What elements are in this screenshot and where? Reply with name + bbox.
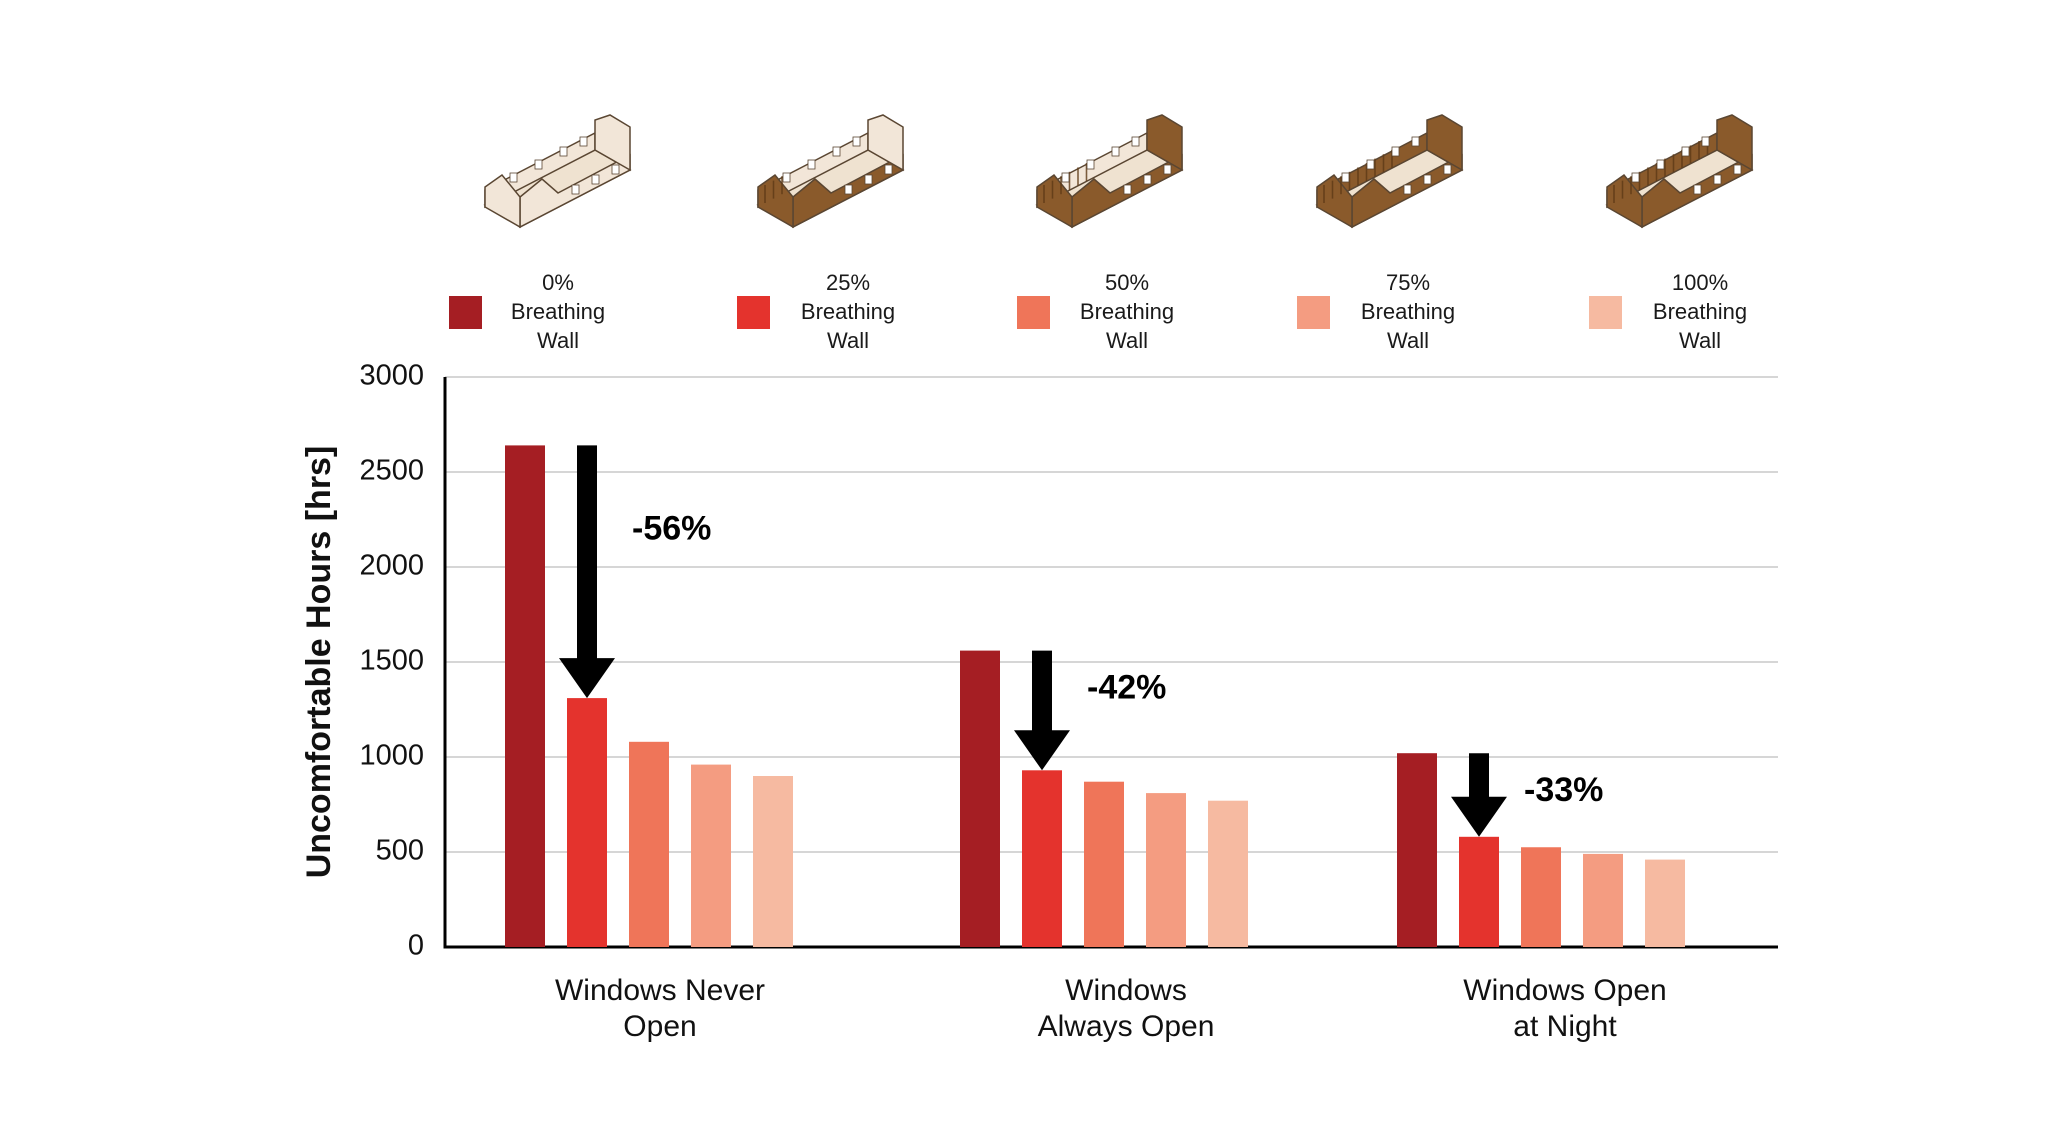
legend: 0% Breathing Wall 25% Breathing Wall 50% Breath… bbox=[449, 270, 1747, 353]
legend-label-line: Wall bbox=[827, 328, 869, 353]
reduction-label: -33% bbox=[1524, 771, 1603, 809]
bar-s0-c2 bbox=[1397, 753, 1437, 947]
house-illustrations bbox=[483, 114, 1754, 229]
legend-label-line: Wall bbox=[1679, 328, 1721, 353]
bar-s2-c0 bbox=[629, 741, 669, 947]
legend-label-line: 25% bbox=[826, 270, 870, 295]
legend-swatch bbox=[1589, 296, 1622, 329]
bars bbox=[505, 445, 1685, 947]
legend-swatch bbox=[1017, 296, 1050, 329]
reduction-arrow bbox=[1014, 650, 1070, 771]
legend-label-line: Breathing bbox=[801, 299, 895, 324]
house-axonometric-25-icon bbox=[756, 114, 905, 229]
category-label-line: Open bbox=[623, 1010, 696, 1043]
legend-label-line: Breathing bbox=[1653, 299, 1747, 324]
legend-swatch bbox=[449, 296, 482, 329]
y-tick-label: 3000 bbox=[359, 360, 424, 392]
bar-s0-c0 bbox=[505, 445, 545, 947]
reduction-annotations: -56% -42% -33% bbox=[559, 445, 1603, 837]
house-axonometric-50-icon bbox=[1035, 114, 1184, 229]
house-axonometric-75-icon bbox=[1315, 114, 1464, 229]
legend-label-line: 0% bbox=[542, 270, 574, 295]
legend-label-line: Wall bbox=[537, 328, 579, 353]
legend-label: 100% Breathing Wall bbox=[1653, 270, 1747, 353]
category-label-line: Always Open bbox=[1038, 1010, 1215, 1043]
legend-label-line: Breathing bbox=[511, 299, 605, 324]
bar-s0-c1 bbox=[960, 650, 1000, 947]
y-tick-label: 2500 bbox=[359, 455, 424, 487]
legend-swatch bbox=[737, 296, 770, 329]
reduction-arrow bbox=[1451, 753, 1507, 837]
bar-s3-c0 bbox=[691, 764, 731, 947]
category-label: Windows Open at Night bbox=[1463, 974, 1666, 1043]
category-label: Windows Never Open bbox=[555, 974, 765, 1043]
reduction-label: -56% bbox=[632, 509, 711, 547]
legend-swatch bbox=[1297, 296, 1330, 329]
y-tick-labels: 0 500 1000 1500 2000 2500 3000 bbox=[359, 360, 424, 962]
bar-s4-c1 bbox=[1208, 800, 1248, 947]
bar-s2-c1 bbox=[1084, 781, 1124, 947]
category-label-line: Windows Open bbox=[1463, 974, 1666, 1007]
bar-s4-c2 bbox=[1645, 859, 1685, 947]
house-axonometric-0-icon bbox=[483, 114, 632, 229]
category-label-line: at Night bbox=[1513, 1010, 1617, 1043]
bar-s3-c1 bbox=[1146, 793, 1186, 947]
legend-label-line: Breathing bbox=[1080, 299, 1174, 324]
y-tick-label: 2000 bbox=[359, 550, 424, 582]
category-label-line: Windows Never bbox=[555, 974, 765, 1007]
y-tick-label: 0 bbox=[408, 930, 424, 962]
legend-label-line: Wall bbox=[1387, 328, 1429, 353]
bar-s1-c0 bbox=[567, 698, 607, 947]
legend-label: 25% Breathing Wall bbox=[801, 270, 895, 353]
y-tick-label: 500 bbox=[376, 835, 424, 867]
category-label-line: Windows bbox=[1065, 974, 1187, 1007]
category-label: Windows Always Open bbox=[1038, 974, 1215, 1043]
house-axonometric-100-icon bbox=[1605, 114, 1754, 229]
bar-s3-c2 bbox=[1583, 853, 1623, 947]
y-axis-label: Uncomfortable Hours [hrs] bbox=[300, 446, 338, 879]
bar-s2-c2 bbox=[1521, 847, 1561, 947]
legend-label-line: 50% bbox=[1105, 270, 1149, 295]
bar-s1-c2 bbox=[1459, 836, 1499, 947]
reduction-arrow bbox=[559, 445, 615, 699]
legend-label-line: Breathing bbox=[1361, 299, 1455, 324]
y-tick-label: 1000 bbox=[359, 740, 424, 772]
legend-label-line: 75% bbox=[1386, 270, 1430, 295]
legend-label: 75% Breathing Wall bbox=[1361, 270, 1455, 353]
legend-label-line: Wall bbox=[1106, 328, 1148, 353]
legend-label: 50% Breathing Wall bbox=[1080, 270, 1174, 353]
bar-s4-c0 bbox=[753, 776, 793, 947]
y-tick-label: 1500 bbox=[359, 645, 424, 677]
reduction-label: -42% bbox=[1087, 669, 1166, 707]
bar-s1-c1 bbox=[1022, 770, 1062, 947]
legend-label: 0% Breathing Wall bbox=[511, 270, 605, 353]
legend-label-line: 100% bbox=[1672, 270, 1728, 295]
